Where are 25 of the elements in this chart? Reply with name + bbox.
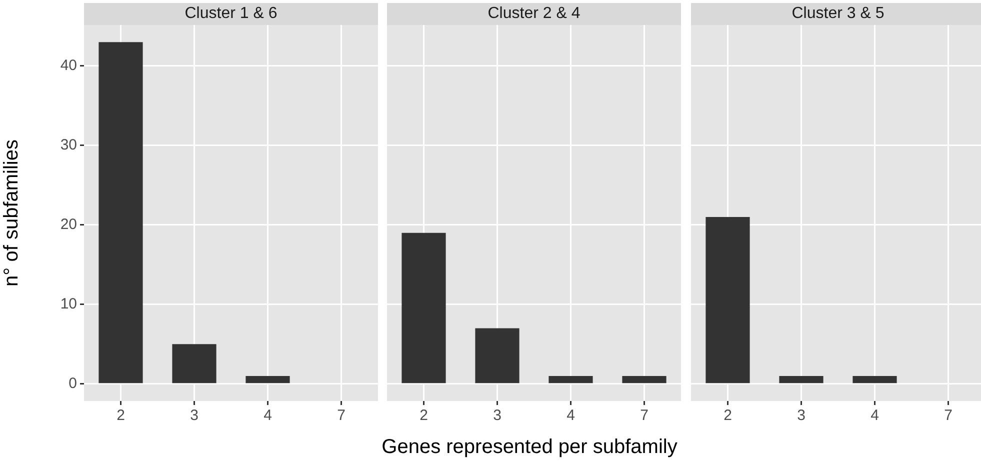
x-tick-label: 2 [724,407,732,424]
x-tick-label: 7 [944,407,952,424]
chart-title: Cluster 2 & 4 [387,3,681,25]
y-axis-title: n° of subfamilies [0,140,23,286]
y-tick-label: 20 [60,216,77,234]
bar [246,376,290,384]
x-axis-title: Genes represented per subfamily [380,436,678,459]
x-tick-label: 7 [337,407,346,424]
bar [172,344,216,384]
x-tick-label: 4 [566,407,575,424]
y-tick-label: 0 [68,375,77,392]
y-tick-label: 30 [60,136,77,154]
x-tick-label: 2 [420,407,428,424]
x-tick-label: 7 [640,407,648,424]
x-tick-label: 4 [264,407,272,424]
x-tick-label: 3 [190,407,198,424]
y-tick-label: 10 [60,296,77,313]
chart-title: Cluster 3 & 5 [691,3,981,25]
x-tick-label: 3 [797,407,806,424]
y-tick-label: 40 [60,57,77,74]
chart-title: Cluster 1 & 6 [84,3,378,25]
x-tick-label: 2 [116,407,125,424]
x-tick-label: 4 [870,407,879,424]
x-tick-label: 3 [493,407,502,424]
bar [98,42,143,384]
